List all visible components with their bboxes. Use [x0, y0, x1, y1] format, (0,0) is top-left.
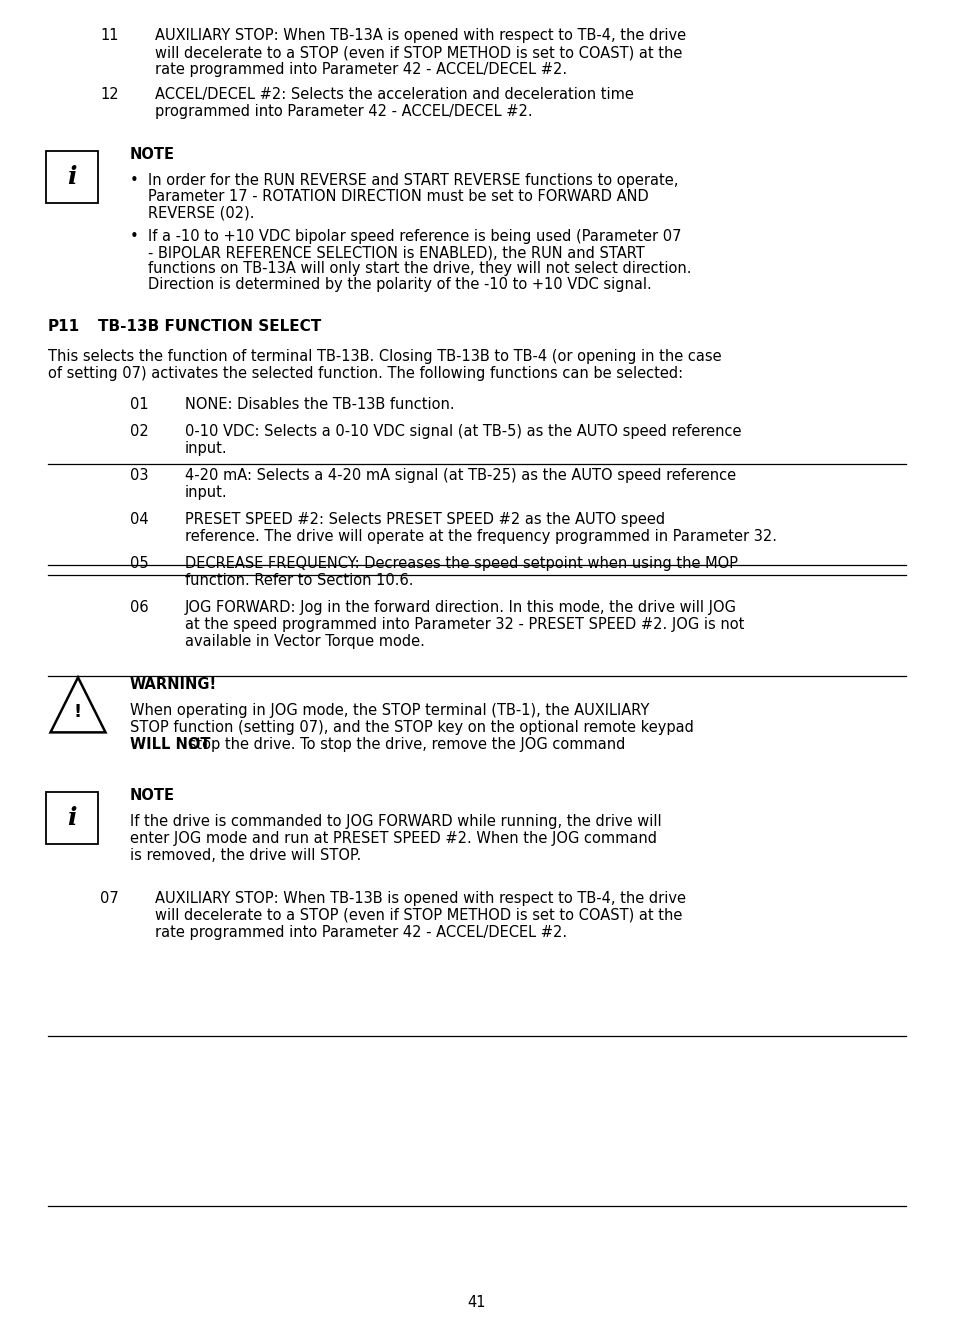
- Text: i: i: [67, 806, 76, 830]
- Text: will decelerate to a STOP (even if STOP METHOD is set to COAST) at the: will decelerate to a STOP (even if STOP …: [154, 908, 681, 923]
- Text: 04: 04: [130, 512, 149, 527]
- Text: WILL NOT: WILL NOT: [130, 738, 211, 752]
- Text: •: •: [130, 173, 138, 188]
- Text: WARNING!: WARNING!: [130, 677, 217, 692]
- Text: NONE: Disables the TB-13B function.: NONE: Disables the TB-13B function.: [185, 397, 455, 412]
- Text: JOG FORWARD: Jog in the forward direction. In this mode, the drive will JOG: JOG FORWARD: Jog in the forward directio…: [185, 599, 737, 616]
- Text: Parameter 17 - ROTATION DIRECTION must be set to FORWARD AND: Parameter 17 - ROTATION DIRECTION must b…: [148, 189, 648, 204]
- Text: PRESET SPEED #2: Selects PRESET SPEED #2 as the AUTO speed: PRESET SPEED #2: Selects PRESET SPEED #2…: [185, 512, 664, 527]
- Text: will decelerate to a STOP (even if STOP METHOD is set to COAST) at the: will decelerate to a STOP (even if STOP …: [154, 46, 681, 60]
- Text: functions on TB-13A will only start the drive, they will not select direction.: functions on TB-13A will only start the …: [148, 261, 691, 276]
- Text: 05: 05: [130, 557, 149, 571]
- Text: of setting 07) activates the selected function. The following functions can be s: of setting 07) activates the selected fu…: [48, 366, 682, 381]
- Text: at the speed programmed into Parameter 32 - PRESET SPEED #2. JOG is not: at the speed programmed into Parameter 3…: [185, 617, 743, 632]
- Polygon shape: [51, 677, 106, 732]
- Text: stop the drive. To stop the drive, remove the JOG command: stop the drive. To stop the drive, remov…: [184, 738, 625, 752]
- Text: •: •: [130, 229, 138, 244]
- Text: This selects the function of terminal TB-13B. Closing TB-13B to TB-4 (or opening: This selects the function of terminal TB…: [48, 349, 720, 363]
- Text: 12: 12: [100, 87, 118, 102]
- Text: - BIPOLAR REFERENCE SELECTION is ENABLED), the RUN and START: - BIPOLAR REFERENCE SELECTION is ENABLED…: [148, 245, 644, 260]
- Text: NOTE: NOTE: [130, 148, 174, 162]
- Text: If the drive is commanded to JOG FORWARD while running, the drive will: If the drive is commanded to JOG FORWARD…: [130, 814, 661, 829]
- Text: rate programmed into Parameter 42 - ACCEL/DECEL #2.: rate programmed into Parameter 42 - ACCE…: [154, 62, 566, 76]
- Text: is removed, the drive will STOP.: is removed, the drive will STOP.: [130, 848, 361, 864]
- Text: i: i: [67, 165, 76, 189]
- Text: P11: P11: [48, 319, 80, 334]
- Text: input.: input.: [185, 441, 228, 456]
- FancyBboxPatch shape: [46, 152, 98, 202]
- Text: AUXILIARY STOP: When TB-13B is opened with respect to TB-4, the drive: AUXILIARY STOP: When TB-13B is opened wi…: [154, 890, 685, 907]
- Text: !: !: [74, 703, 82, 720]
- Text: When operating in JOG mode, the STOP terminal (TB-1), the AUXILIARY: When operating in JOG mode, the STOP ter…: [130, 703, 649, 717]
- Text: If a -10 to +10 VDC bipolar speed reference is being used (Parameter 07: If a -10 to +10 VDC bipolar speed refere…: [148, 229, 680, 244]
- Text: function. Refer to Section 10.6.: function. Refer to Section 10.6.: [185, 573, 413, 587]
- Text: enter JOG mode and run at PRESET SPEED #2. When the JOG command: enter JOG mode and run at PRESET SPEED #…: [130, 831, 657, 846]
- Text: NOTE: NOTE: [130, 789, 174, 803]
- Text: ACCEL/DECEL #2: Selects the acceleration and deceleration time: ACCEL/DECEL #2: Selects the acceleration…: [154, 87, 633, 102]
- Text: AUXILIARY STOP: When TB-13A is opened with respect to TB-4, the drive: AUXILIARY STOP: When TB-13A is opened wi…: [154, 28, 685, 43]
- Text: 4-20 mA: Selects a 4-20 mA signal (at TB-25) as the AUTO speed reference: 4-20 mA: Selects a 4-20 mA signal (at TB…: [185, 468, 736, 483]
- Text: REVERSE (02).: REVERSE (02).: [148, 205, 254, 220]
- Text: DECREASE FREQUENCY: Decreases the speed setpoint when using the MOP: DECREASE FREQUENCY: Decreases the speed …: [185, 557, 738, 571]
- Text: STOP function (setting 07), and the STOP key on the optional remote keypad: STOP function (setting 07), and the STOP…: [130, 720, 693, 735]
- Text: 07: 07: [100, 890, 118, 907]
- Text: 03: 03: [130, 468, 149, 483]
- Text: rate programmed into Parameter 42 - ACCEL/DECEL #2.: rate programmed into Parameter 42 - ACCE…: [154, 925, 566, 940]
- Text: 01: 01: [130, 397, 149, 412]
- Text: reference. The drive will operate at the frequency programmed in Parameter 32.: reference. The drive will operate at the…: [185, 528, 776, 544]
- Text: In order for the RUN REVERSE and START REVERSE functions to operate,: In order for the RUN REVERSE and START R…: [148, 173, 678, 188]
- Text: 41: 41: [467, 1295, 486, 1310]
- Text: available in Vector Torque mode.: available in Vector Torque mode.: [185, 634, 424, 649]
- Text: 11: 11: [100, 28, 118, 43]
- Text: input.: input.: [185, 485, 228, 500]
- Text: 06: 06: [130, 599, 149, 616]
- FancyBboxPatch shape: [46, 793, 98, 843]
- Text: 0-10 VDC: Selects a 0-10 VDC signal (at TB-5) as the AUTO speed reference: 0-10 VDC: Selects a 0-10 VDC signal (at …: [185, 424, 740, 439]
- Text: 02: 02: [130, 424, 149, 439]
- Text: Direction is determined by the polarity of the -10 to +10 VDC signal.: Direction is determined by the polarity …: [148, 278, 651, 292]
- Text: programmed into Parameter 42 - ACCEL/DECEL #2.: programmed into Parameter 42 - ACCEL/DEC…: [154, 105, 532, 119]
- Text: TB-13B FUNCTION SELECT: TB-13B FUNCTION SELECT: [98, 319, 321, 334]
